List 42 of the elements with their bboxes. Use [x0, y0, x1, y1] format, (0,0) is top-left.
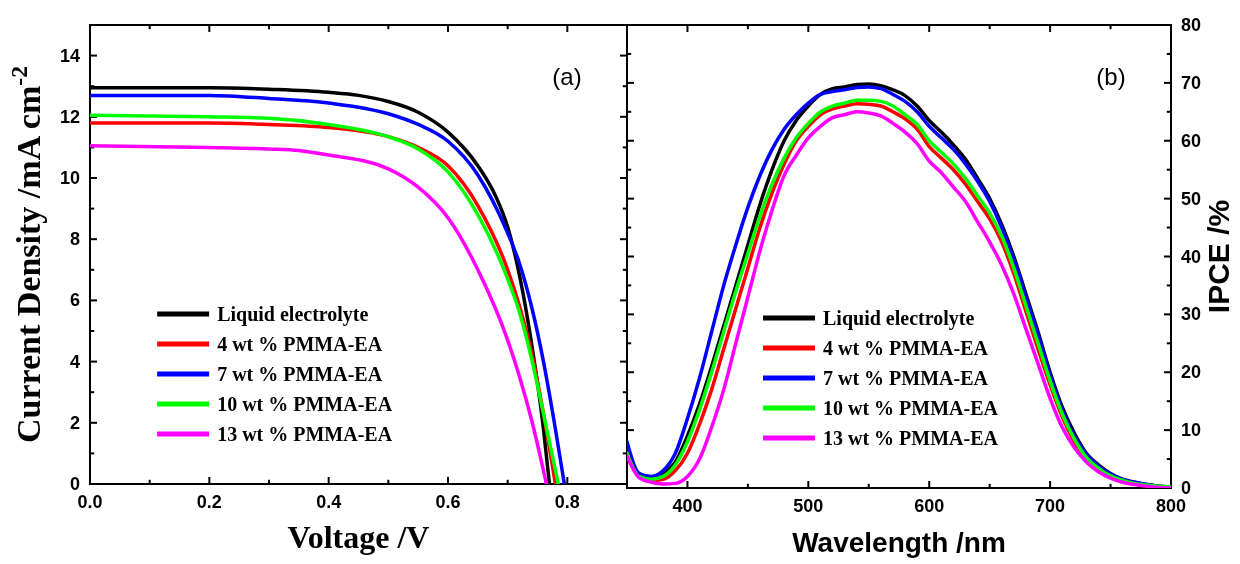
x-tick-label: 0.6	[435, 492, 461, 512]
x-tick-label: 800	[1155, 496, 1187, 516]
legend-label: 10 wt % PMMA-EA	[823, 397, 999, 419]
y2-tick-label: 30	[1181, 304, 1202, 325]
legend-label: 7 wt % PMMA-EA	[823, 367, 989, 389]
legend-label: 13 wt % PMMA-EA	[823, 427, 999, 449]
y2-tick-label: 70	[1181, 72, 1202, 93]
y-tick-label: 0	[69, 474, 80, 494]
x-tick-label: 600	[914, 496, 945, 516]
y2-tick-label: 80	[1181, 15, 1202, 35]
x-tick-label: 0.8	[554, 492, 580, 512]
x-tick-label: 400	[672, 496, 703, 516]
annotation: (a)	[552, 63, 582, 90]
y-tick-label: 14	[59, 45, 80, 66]
y2-tick-label: 0	[1181, 478, 1192, 498]
y2-tick-label: 20	[1181, 362, 1202, 383]
x-tick-label: 700	[1035, 496, 1066, 516]
y2-tick-label: 40	[1181, 246, 1202, 267]
legend-label: Liquid electrolyte	[823, 307, 975, 330]
legend-label: 10 wt % PMMA-EA	[217, 393, 393, 415]
legend-label: 4 wt % PMMA-EA	[823, 337, 989, 359]
y2-axis-title: IPCE /%	[1202, 199, 1235, 314]
y2-tick-label: 10	[1181, 420, 1202, 441]
legend-label: 4 wt % PMMA-EA	[217, 333, 383, 355]
x-tick-label: 0.2	[196, 492, 222, 512]
legend-label: 13 wt % PMMA-EA	[217, 423, 393, 445]
y-tick-label: 2	[69, 412, 80, 433]
x-axis-title: Wavelength /nm	[792, 527, 1006, 558]
y-tick-label: 8	[69, 229, 80, 250]
y-tick-label: 4	[69, 351, 80, 372]
y2-tick-label: 50	[1181, 188, 1202, 209]
x-tick-label: 0.4	[316, 492, 342, 512]
x-tick-label: 500	[793, 496, 824, 516]
y-tick-label: 6	[69, 290, 80, 311]
annotation: (b)	[1096, 63, 1126, 90]
y-tick-label: 12	[59, 106, 80, 127]
legend-label: Liquid electrolyte	[217, 303, 369, 326]
x-axis-title: Voltage /V	[287, 519, 430, 555]
y-tick-label: 10	[59, 168, 80, 188]
x-tick-label: 0.0	[77, 492, 103, 512]
y2-tick-label: 60	[1181, 130, 1202, 151]
legend-label: 7 wt % PMMA-EA	[217, 363, 383, 385]
